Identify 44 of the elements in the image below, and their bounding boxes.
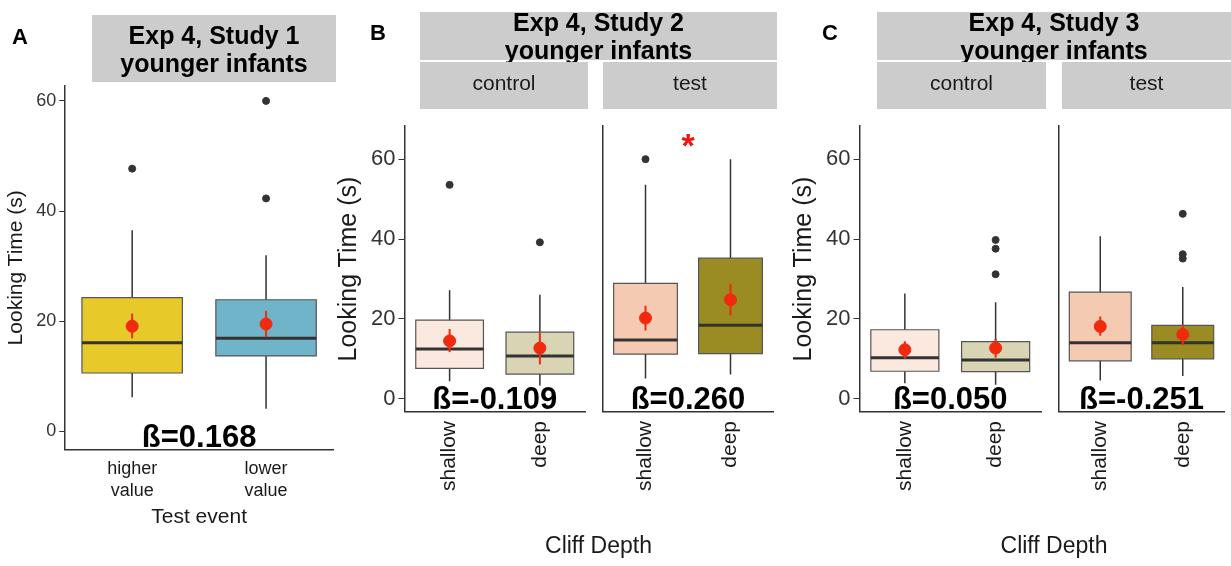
chart-subtitle: control: [929, 71, 994, 94]
y-tick-label: 20: [36, 310, 57, 331]
x-tick-label: deep: [717, 420, 741, 468]
chart-title: Exp 4, Study 1 younger infants: [92, 15, 336, 82]
annotation: ß=0.050: [892, 381, 1008, 417]
y-tick-label: 20: [825, 305, 851, 331]
y-tick-label: 40: [370, 225, 396, 251]
annotation: ß=-0.109: [432, 381, 558, 417]
x-axis-title: Cliff Depth: [999, 532, 1109, 560]
y-tick-label: 20: [370, 305, 396, 331]
annotation: ß=0.168: [141, 418, 257, 454]
x-axis-title: Cliff Depth: [544, 532, 653, 560]
text: A: [12, 24, 28, 50]
y-tick-label: 0: [46, 420, 57, 441]
y-tick-label: 60: [36, 89, 57, 110]
annotation: ß=0.260: [630, 381, 746, 417]
annotation: ß=-0.251: [1079, 381, 1204, 417]
x-tick-label: higher value: [107, 458, 158, 500]
chart-title: Exp 4, Study 2 younger infants: [503, 8, 694, 64]
y-tick-label: 60: [825, 145, 851, 171]
x-tick-label: shallow: [1087, 420, 1111, 492]
x-tick-label: shallow: [891, 420, 915, 492]
x-axis-title: Test event: [151, 504, 248, 528]
x-tick-label: deep: [1169, 420, 1193, 468]
y-tick-label: 40: [36, 200, 57, 221]
y-tick-label: 40: [825, 225, 851, 251]
y-tick-label: 60: [370, 145, 396, 171]
chart-subtitle: control: [472, 71, 536, 94]
y-tick-label: 0: [838, 384, 851, 410]
x-tick-label: shallow: [436, 420, 460, 492]
text: C: [822, 20, 838, 46]
y-tick-label: 0: [383, 384, 396, 410]
x-tick-label: shallow: [632, 420, 656, 492]
chart-subtitle: test: [1129, 71, 1164, 94]
chart-subtitle: test: [673, 71, 707, 94]
x-tick-label: deep: [526, 420, 550, 468]
chart-title: Exp 4, Study 3 younger infants: [959, 8, 1149, 64]
y-axis-title: Looking Time (s): [787, 176, 816, 362]
x-tick-label: deep: [982, 420, 1006, 468]
text: B: [370, 20, 386, 46]
annotation: *: [681, 126, 696, 165]
y-axis-title: Looking Time (s): [3, 190, 27, 346]
x-tick-label: lower value: [244, 458, 288, 500]
y-axis-title: Looking Time (s): [332, 176, 361, 362]
